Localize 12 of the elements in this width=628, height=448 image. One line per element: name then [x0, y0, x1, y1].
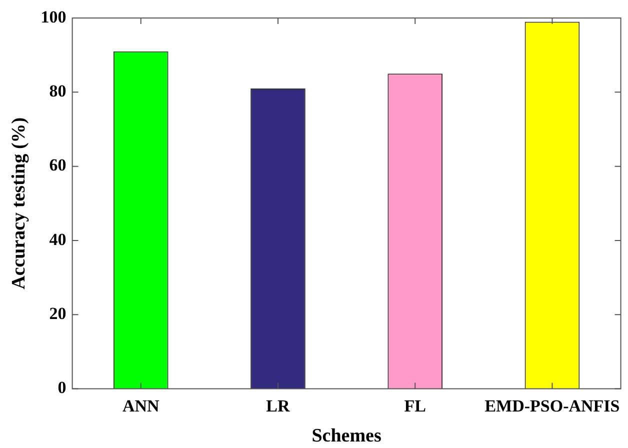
y-tick-label: 40: [49, 230, 66, 249]
x-axis-title: Schemes: [312, 426, 382, 447]
y-tick-label: 80: [49, 82, 66, 101]
y-tick-label: 0: [58, 378, 66, 398]
y-tick-label: 100: [40, 7, 66, 26]
x-tick-label: EMD-PSO-ANFIS: [484, 396, 620, 416]
x-tick-label: ANN: [122, 396, 160, 416]
y-tick-label: 60: [49, 156, 66, 175]
y-axis-title: Accuracy testing (%): [8, 117, 30, 290]
y-tick-label: 20: [49, 304, 66, 324]
x-tick-label: LR: [266, 396, 291, 416]
x-tick-label: FL: [404, 396, 426, 416]
